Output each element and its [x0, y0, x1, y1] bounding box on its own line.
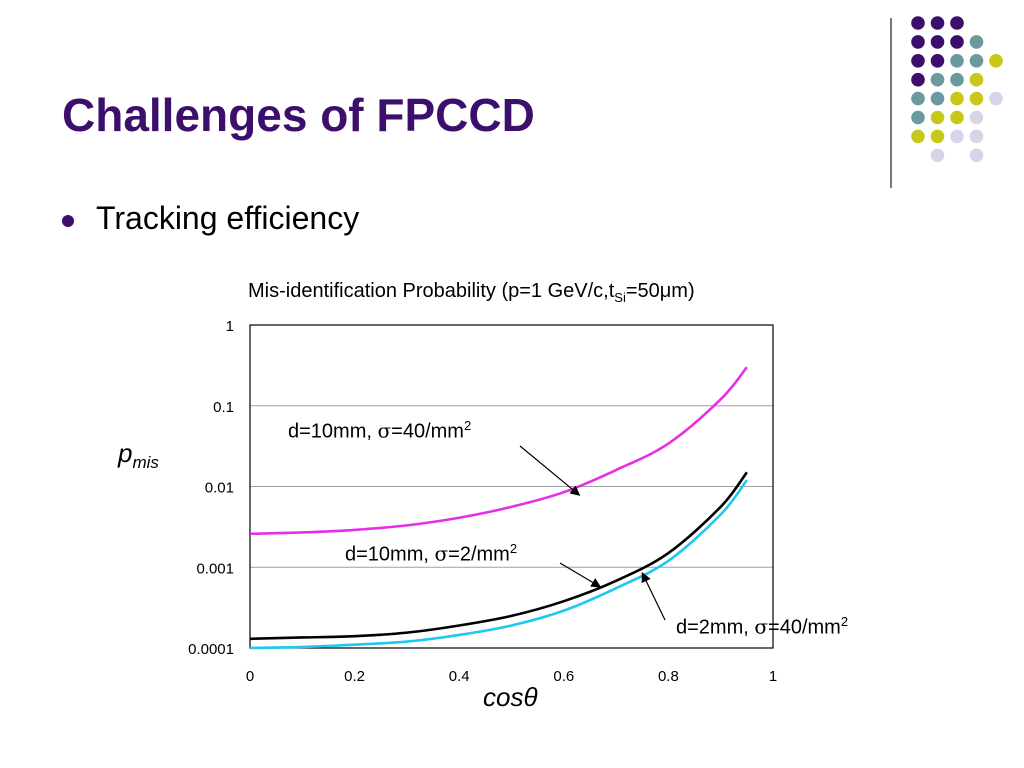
y-axis-label-subscript: mis — [132, 453, 159, 473]
annotation-arrow — [519, 445, 581, 496]
decorative-dot-grid — [911, 16, 1003, 163]
annotation-sup: 2 — [463, 418, 472, 433]
decorative-dot — [930, 35, 945, 49]
decorative-dot — [989, 54, 1003, 68]
decorative-dot — [930, 72, 945, 87]
series-line-magenta — [249, 366, 748, 536]
y-tick-label: 1 — [226, 318, 234, 335]
decorative-dot — [969, 54, 984, 68]
decorative-dot — [911, 110, 925, 125]
series-line-cyan — [249, 479, 748, 650]
decorative-dot — [911, 72, 925, 87]
decorative-dot — [969, 110, 984, 125]
annotation-rest: =2/mm — [448, 543, 510, 566]
plot-frame — [249, 324, 774, 649]
annotation-sup: 2 — [840, 614, 849, 629]
y-tick-label: 0.1 — [213, 399, 234, 416]
y-tick-label: 0.01 — [205, 480, 234, 497]
y-axis-label: pmis — [118, 438, 159, 473]
chart-title-subscript: Si — [614, 290, 626, 305]
y-tick-label: 0.0001 — [188, 641, 234, 658]
decorative-dot — [930, 148, 945, 163]
annotation-sup: 2 — [509, 541, 518, 556]
annotation-base: d=10mm, — [345, 543, 435, 566]
bullet-text: Tracking efficiency — [96, 200, 360, 236]
series-line-black — [249, 471, 748, 641]
slide-title: Challenges of FPCCD — [62, 89, 535, 141]
decorative-dot — [930, 54, 945, 68]
annotation-rest: =40/mm — [768, 616, 841, 639]
decorative-dot — [950, 54, 964, 68]
decorative-dot — [930, 16, 945, 30]
decorative-dot — [950, 110, 964, 125]
x-tick-label: 1 — [769, 668, 777, 685]
series-label-magenta: d=10mm, σ=40/mm2 — [288, 418, 471, 444]
decorative-dot — [969, 72, 984, 87]
decorative-dot — [969, 91, 984, 106]
x-tick-label: 0.6 — [553, 668, 574, 685]
decorative-dot — [950, 16, 964, 30]
series-label-cyan: d=2mm, σ=40/mm2 — [676, 614, 848, 640]
bullet-icon — [62, 214, 74, 227]
chart-title-suffix: =50μm) — [625, 280, 695, 302]
decorative-dot — [911, 16, 925, 30]
annotation-sigma: σ — [434, 541, 449, 566]
decorative-dot — [911, 129, 925, 144]
decorative-dot — [911, 54, 925, 68]
decorative-dot — [969, 129, 984, 144]
decorative-dot — [930, 129, 945, 144]
annotation-arrow — [559, 562, 602, 588]
annotation-arrow — [641, 572, 666, 621]
annotation-base: d=2mm, — [676, 616, 755, 639]
decorative-dot — [950, 35, 964, 49]
decorative-dot — [911, 91, 925, 106]
y-axis-label-base: p — [118, 438, 133, 468]
annotation-sigma: σ — [377, 418, 392, 443]
x-tick-label: 0.4 — [449, 668, 470, 685]
decorative-dot — [950, 72, 964, 87]
x-tick-label: 0.2 — [344, 668, 365, 685]
x-axis-label: cosθ — [483, 682, 538, 712]
decorative-dot — [950, 91, 964, 106]
series-label-black: d=10mm, σ=2/mm2 — [345, 541, 517, 567]
x-tick-label: 0.8 — [658, 668, 679, 685]
decorative-dot — [969, 148, 984, 163]
decorative-dot — [950, 129, 964, 144]
annotation-sigma: σ — [754, 614, 769, 639]
y-tick-label: 0.001 — [196, 560, 234, 577]
annotation-rest: =40/mm — [391, 420, 464, 443]
annotation-base: d=10mm, — [288, 420, 378, 443]
decorative-dot — [930, 91, 945, 106]
x-tick-label: 0 — [246, 668, 254, 685]
bullet-item: Tracking efficiency — [62, 200, 359, 237]
decorative-dot — [930, 110, 945, 125]
decorative-dot — [989, 91, 1003, 106]
chart-title-prefix: Mis-identification Probability (p=1 GeV/… — [248, 280, 615, 302]
decorative-divider-line — [890, 18, 892, 188]
chart-title: Mis-identification Probability (p=1 GeV/… — [248, 280, 695, 305]
decorative-dot — [969, 35, 984, 49]
decorative-dot — [911, 35, 925, 49]
